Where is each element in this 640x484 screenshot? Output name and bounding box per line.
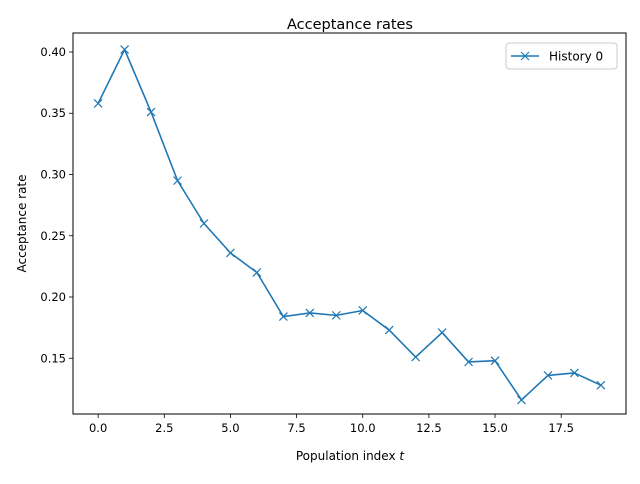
data-point-marker (384, 325, 394, 335)
data-point-marker (278, 312, 288, 322)
legend-marker-sample (520, 51, 530, 61)
data-point-marker (93, 99, 103, 108)
data-point-marker (199, 219, 209, 228)
x-axis-label: Population index t (296, 449, 406, 463)
series-line-history-0 (97, 48, 602, 401)
data-point-marker (437, 328, 447, 337)
y-tick-label: 0.35 (40, 106, 66, 120)
data-point-marker (490, 356, 500, 366)
y-axis-label: Acceptance rate (15, 174, 29, 272)
y-tick-label: 0.20 (40, 290, 66, 304)
data-point-marker (226, 248, 235, 258)
x-tick-label: 12.5 (416, 421, 442, 435)
data-point-marker (358, 306, 368, 315)
data-point-marker (120, 45, 130, 54)
y-tick-label: 0.25 (40, 229, 66, 243)
legend: History 0 (505, 42, 618, 70)
y-tick-label: 0.15 (40, 351, 66, 365)
x-tick-label: 5.0 (221, 421, 239, 435)
x-tick-label: 10.0 (350, 421, 376, 435)
x-axis-label-variable: t (399, 449, 405, 463)
data-point-marker (411, 352, 421, 362)
data-point-marker (543, 370, 553, 380)
data-point-marker (305, 308, 315, 318)
legend-box (505, 42, 618, 70)
x-tick-label: 2.5 (155, 421, 173, 435)
chart-title: Acceptance rates (287, 17, 413, 33)
legend-entry-history-0: History 0 (549, 50, 603, 64)
data-point-marker (331, 310, 341, 320)
data-point-marker (146, 107, 156, 117)
data-point-marker (252, 268, 262, 277)
y-tick-label: 0.40 (40, 45, 66, 59)
plot-frame (72, 32, 627, 415)
data-point-marker (517, 395, 526, 405)
data-point-marker (464, 357, 473, 367)
x-axis-label-text: Population index (296, 449, 396, 463)
x-tick-label: 0.0 (89, 421, 107, 435)
data-point-marker (569, 368, 579, 378)
x-tick-label: 17.5 (548, 421, 574, 435)
data-point-marker (173, 176, 182, 186)
y-tick-label: 0.30 (40, 167, 66, 181)
x-tick-label: 15.0 (482, 421, 508, 435)
data-point-marker (596, 380, 606, 390)
x-tick-label: 7.5 (287, 421, 305, 435)
